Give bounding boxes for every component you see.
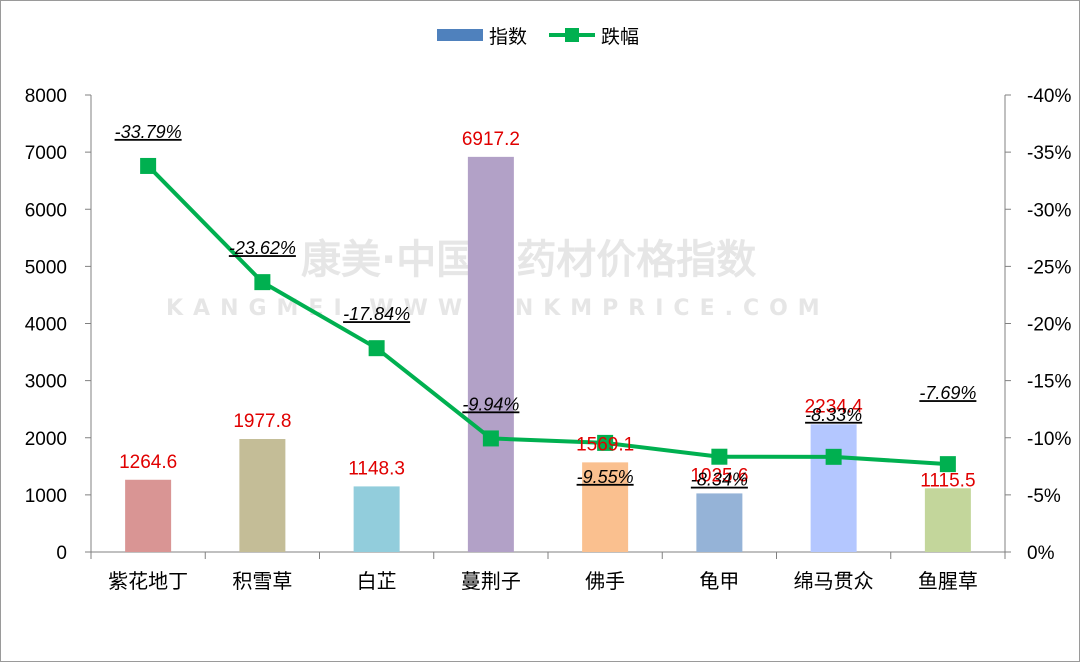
bar-value-label: 1977.8 xyxy=(233,411,291,432)
bar-value-label: 6917.2 xyxy=(462,129,520,150)
line-marker xyxy=(825,448,842,465)
percent-label: -8.33% xyxy=(805,405,862,425)
left-tick-label: 4000 xyxy=(25,315,67,336)
bar xyxy=(582,462,629,552)
left-tick-label: 7000 xyxy=(25,143,67,164)
watermark-line1: 康美·中国中药材价格指数 xyxy=(301,237,756,283)
percent-label: -9.94% xyxy=(462,394,519,414)
right-tick-label: 0% xyxy=(1027,543,1055,564)
bar-value-label: 1569.1 xyxy=(576,434,634,455)
percent-label: -33.79% xyxy=(115,122,182,142)
percent-label: -17.84% xyxy=(343,304,410,324)
right-tick-label: -35% xyxy=(1027,143,1071,164)
left-tick-label: 0 xyxy=(56,543,67,564)
legend-line-label: 跌幅 xyxy=(601,26,639,48)
bar xyxy=(239,439,286,552)
right-tick-label: -10% xyxy=(1027,429,1071,450)
category-label: 紫花地丁 xyxy=(108,569,188,593)
data-labels: 1264.6 1977.8 1148.3 6917.2 1569.1 1025.6 2234… xyxy=(115,122,977,491)
right-tick-label: -30% xyxy=(1027,200,1071,221)
category-label: 鱼腥草 xyxy=(918,569,978,593)
legend-bar-label: 指数 xyxy=(489,26,527,48)
bar-value-label: 2234.4 xyxy=(805,396,864,417)
line-marker xyxy=(597,434,614,451)
axes: 0 1000 2000 3000 4000 5000 6000 7000 8000 0% -5% -1… xyxy=(25,86,1072,593)
category-label: 积雪草 xyxy=(232,569,292,593)
percent-label: -8.34% xyxy=(691,470,748,490)
bar xyxy=(810,424,857,552)
category-label: 蔓荆子 xyxy=(461,569,521,593)
bar xyxy=(696,493,743,552)
legend-bar-swatch xyxy=(437,29,483,41)
right-tick-label: -20% xyxy=(1027,315,1071,336)
percent-label: -9.55% xyxy=(577,467,634,487)
category-label: 白芷 xyxy=(357,569,397,593)
bar xyxy=(353,486,400,552)
bar xyxy=(125,479,172,552)
left-tick-label: 8000 xyxy=(25,86,67,107)
bar-value-label: 1025.6 xyxy=(690,465,748,486)
line-marker xyxy=(939,456,956,473)
line-marker xyxy=(711,448,728,465)
category-label: 佛手 xyxy=(585,569,625,593)
line-marker xyxy=(140,157,157,174)
line-marker xyxy=(482,430,499,447)
left-tick-label: 3000 xyxy=(25,372,67,393)
line-path xyxy=(146,164,949,467)
line-marker xyxy=(254,274,271,291)
bar xyxy=(924,488,971,552)
bar-value-label: 1264.6 xyxy=(119,452,177,473)
legend: 指数 跌幅 xyxy=(437,26,639,48)
bars xyxy=(125,156,971,552)
category-label: 绵马贯众 xyxy=(794,569,874,593)
category-label: 龟甲 xyxy=(699,569,739,593)
left-tick-label: 6000 xyxy=(25,200,67,221)
percent-label: -7.69% xyxy=(919,383,976,403)
bar-value-label: 1115.5 xyxy=(920,470,975,491)
line-marker xyxy=(368,340,385,357)
bar-value-label: 1148.3 xyxy=(348,458,405,479)
right-tick-label: -15% xyxy=(1027,372,1071,393)
bar xyxy=(467,156,514,552)
right-tick-label: -25% xyxy=(1027,257,1071,278)
left-tick-label: 1000 xyxy=(25,486,67,507)
left-tick-label: 2000 xyxy=(25,429,67,450)
right-tick-label: -40% xyxy=(1027,86,1071,107)
right-tick-label: -5% xyxy=(1027,486,1061,507)
line-series xyxy=(140,157,956,473)
left-tick-label: 5000 xyxy=(25,257,67,278)
legend-line-marker xyxy=(565,28,579,42)
percent-label: -23.62% xyxy=(229,238,296,258)
